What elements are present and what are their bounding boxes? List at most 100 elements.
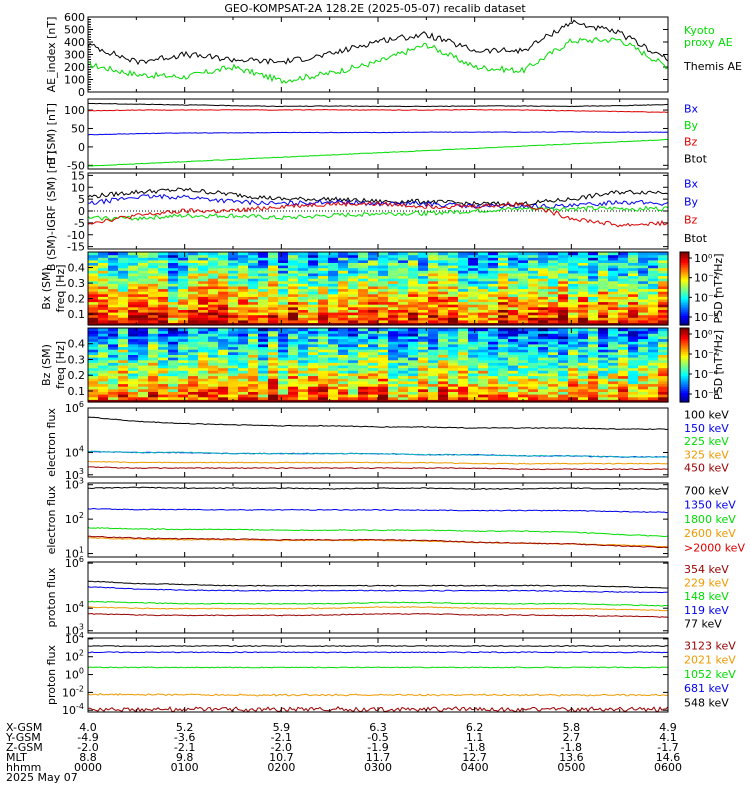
spectrogram-cell <box>308 293 319 297</box>
ephemeris-value: -4.9 <box>77 731 98 744</box>
spectrogram-cell <box>318 298 329 303</box>
spectrogram-cell <box>168 343 179 348</box>
spectrogram-cell <box>178 346 189 350</box>
spectrogram-cell <box>168 399 179 403</box>
spectrogram-cell <box>418 383 429 387</box>
spectrogram-cell <box>98 378 109 382</box>
spectrogram-cell <box>178 298 189 303</box>
spectrogram-cell <box>88 314 99 318</box>
spectrogram-cell <box>338 254 349 258</box>
spectrogram-cell <box>118 391 129 395</box>
spectrogram-cell <box>578 349 589 353</box>
series-354-kev <box>88 612 669 618</box>
spectrogram-cell <box>568 293 579 297</box>
spectrogram-cell <box>618 330 629 334</box>
spectrogram-cell <box>218 372 229 377</box>
spectrogram-cell <box>418 272 429 277</box>
spectrogram-cell <box>88 301 99 305</box>
spectrogram-cell <box>158 388 169 392</box>
colorbar-cell <box>680 329 689 333</box>
spectrogram-cell <box>378 396 389 400</box>
spectrogram-cell <box>368 359 379 363</box>
spectrogram-cell <box>358 394 369 398</box>
spectrogram-cell <box>248 341 259 345</box>
spectrogram-cell <box>398 367 409 371</box>
spectrogram-cell <box>548 378 559 382</box>
spectrogram-cell <box>228 275 239 279</box>
spectrogram-cell <box>508 275 519 279</box>
spectrogram-cell <box>298 309 309 313</box>
spectrogram-cell <box>438 388 449 392</box>
spectrogram-cell <box>628 259 639 263</box>
spectrogram-cell <box>588 380 599 385</box>
spectrogram-cell <box>548 399 559 403</box>
spectrogram-cell <box>288 335 299 340</box>
spectrogram-cell <box>458 314 469 318</box>
spectrogram-cell <box>468 306 479 310</box>
spectrogram-cell <box>588 259 599 263</box>
spectrogram-cell <box>408 388 419 392</box>
spectrogram-cell <box>368 298 379 303</box>
spectrogram-cell <box>258 298 269 303</box>
spectrogram-cell <box>188 394 199 398</box>
spectrogram-cell <box>508 399 519 403</box>
spectrogram-cell <box>88 386 99 390</box>
spectrogram-cell <box>368 317 379 321</box>
spectrogram-cell <box>488 254 499 258</box>
spectrogram-cell <box>448 367 459 371</box>
spectrogram-cell <box>628 367 639 371</box>
spectrogram-cell <box>298 343 309 348</box>
spectrogram-cell <box>648 388 659 392</box>
spectrogram-cell <box>598 298 609 303</box>
spectrogram-cell <box>308 254 319 258</box>
spectrogram-cell <box>338 265 349 269</box>
spectrogram-cell <box>618 386 629 390</box>
spectrogram-cell <box>138 343 149 348</box>
spectrogram-cell <box>558 301 569 305</box>
spectrogram-cell <box>178 359 189 363</box>
spectrogram-cell <box>398 328 409 332</box>
spectrogram-cell <box>268 378 279 382</box>
spectrogram-cell <box>628 388 639 392</box>
spectrogram-cell <box>228 391 239 395</box>
spectrogram-cell <box>268 317 279 321</box>
spectrogram-cell <box>228 265 239 269</box>
spectrogram-cell <box>318 278 329 282</box>
spectrogram-cell <box>388 328 399 332</box>
spectrogram-cell <box>258 285 269 290</box>
spectrogram-cell <box>218 319 229 323</box>
spectrogram-cell <box>418 333 429 337</box>
spectrogram-cell <box>158 267 169 271</box>
spectrogram-cell <box>538 328 549 332</box>
spectrogram-cell <box>118 365 129 369</box>
spectrogram-cell <box>568 351 579 355</box>
spectrogram-cell <box>638 280 649 284</box>
spectrogram-cell <box>318 372 329 377</box>
spectrogram-cell <box>398 298 409 303</box>
spectrogram-cell <box>658 319 669 323</box>
colorbar-tick-label: 10⁻⁶ <box>694 311 719 324</box>
spectrogram-cell <box>128 394 139 398</box>
spectrogram-cell <box>418 380 429 385</box>
spectrogram-cell <box>298 333 309 337</box>
spectrogram-cell <box>248 259 259 263</box>
spectrogram-cell <box>188 367 199 371</box>
spectrogram-cell <box>328 383 339 387</box>
spectrogram-cell <box>638 335 649 340</box>
spectrogram-cell <box>648 335 659 340</box>
spectrogram-cell <box>638 252 649 256</box>
spectrogram-cell <box>138 278 149 282</box>
spectrogram-cell <box>568 341 579 345</box>
spectrogram-cell <box>138 357 149 361</box>
spectrogram-cell <box>648 280 659 284</box>
spectrogram-cell <box>468 304 479 308</box>
spectrogram-cell <box>588 280 599 284</box>
spectrogram-cell <box>158 335 169 340</box>
spectrogram-cell <box>498 262 509 266</box>
colorbar-cell <box>680 344 689 348</box>
spectrogram-cell <box>558 309 569 313</box>
spectrogram-cell <box>378 359 389 363</box>
panel-frame <box>87 16 669 93</box>
spectrogram-cell <box>428 372 439 377</box>
spectrogram-cell <box>518 293 529 297</box>
